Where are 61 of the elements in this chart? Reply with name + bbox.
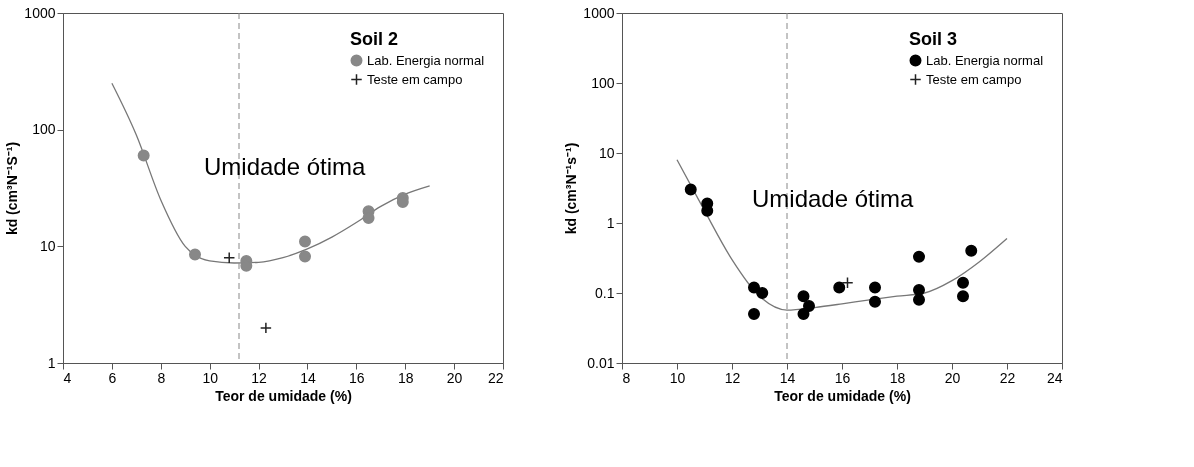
annotation: Umidade ótima xyxy=(752,184,915,212)
x-tick-label: 6 xyxy=(108,369,117,386)
point xyxy=(299,235,311,248)
x-tick-label: 8 xyxy=(622,369,631,386)
x-tick-label: 10 xyxy=(202,369,219,386)
x-axis-title: Teor de umidade (%) xyxy=(215,387,352,404)
point xyxy=(957,276,969,289)
point xyxy=(803,300,815,313)
point xyxy=(223,251,236,264)
legend-title: Soil 3 xyxy=(909,29,958,49)
y-tick-label: 100 xyxy=(591,74,615,91)
y-tick-label: 0.01 xyxy=(587,354,615,371)
point xyxy=(833,281,846,294)
point xyxy=(299,250,311,263)
x-tick-label: 4 xyxy=(63,369,72,386)
y-tick-label: 10 xyxy=(598,144,615,161)
y-tick-label: 100 xyxy=(32,121,56,138)
x-tick-label: 20 xyxy=(446,369,463,386)
y-tick-label: 10 xyxy=(39,237,56,254)
point xyxy=(965,244,978,257)
annotation: Umidade ótima xyxy=(204,152,367,180)
y-tick-label: 1 xyxy=(606,214,615,231)
x-axis-title: Teor de umidade (%) xyxy=(774,387,911,404)
point xyxy=(756,287,769,299)
legend-title: Soil 2 xyxy=(350,29,399,49)
point xyxy=(137,149,150,162)
x-tick-label: 16 xyxy=(834,369,851,386)
x-tick-label: 12 xyxy=(724,369,741,386)
point xyxy=(913,250,925,263)
y-axis-title: kd (cm³N⁻¹s⁻¹) xyxy=(563,142,580,235)
y-tick-label: 1000 xyxy=(583,4,615,21)
x-tick-label: 18 xyxy=(889,369,906,386)
point xyxy=(748,308,760,321)
point xyxy=(841,276,854,289)
y-tick-label: 1000 xyxy=(24,4,56,21)
x-tick-label: 14 xyxy=(779,369,796,386)
point xyxy=(684,183,697,196)
point xyxy=(869,295,881,308)
x-tick-label: 24 xyxy=(1046,369,1063,386)
x-tick-label: 16 xyxy=(349,369,365,386)
x-tick-label: 22 xyxy=(487,369,504,386)
point xyxy=(869,281,881,294)
point xyxy=(797,290,810,303)
y-axis-title: kd (cm³N⁻¹S⁻¹) xyxy=(4,141,21,236)
x-tick-label: 20 xyxy=(944,369,961,386)
legend-label: Teste em campo xyxy=(926,71,1022,87)
x-tick-label: 8 xyxy=(157,369,166,386)
x-tick-label: 10 xyxy=(669,369,686,386)
point xyxy=(189,248,201,261)
line-series xyxy=(676,159,1008,311)
legend-label: Lab. Energia normal xyxy=(367,52,485,68)
point xyxy=(957,290,969,303)
legend-label: Lab. Energia normal xyxy=(926,52,1044,68)
x-tick-label: 14 xyxy=(300,369,316,386)
y-tick-label: 1 xyxy=(47,354,56,371)
x-tick-label: 12 xyxy=(251,369,268,386)
legend-label: Teste em campo xyxy=(367,71,463,87)
x-tick-label: 18 xyxy=(397,369,414,386)
y-tick-label: 0.1 xyxy=(595,284,615,301)
point xyxy=(259,321,272,334)
x-tick-label: 22 xyxy=(999,369,1016,386)
